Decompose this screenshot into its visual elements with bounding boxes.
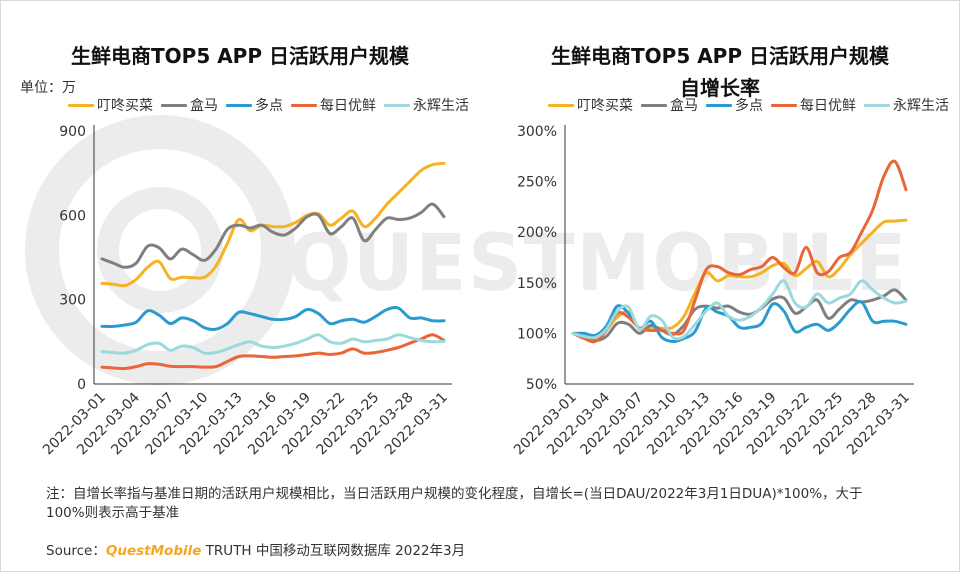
right-series-line-meiri [571,159,908,344]
left-series-line-hema [100,202,446,269]
legend-label: 盒马 [670,98,698,114]
left-chart-legend: 叮咚买菜 盒马 多点 每日优鲜 永辉生活 [68,95,477,115]
right-y-tick-label: 50% [526,377,557,393]
legend-label: 永辉生活 [413,98,469,114]
left-y-tick-label: 300 [59,293,86,309]
footnote: 注：自增长率指与基准日期的活跃用户规模相比，当日活跃用户规模的变化程度，自增长=… [46,486,863,521]
left-series-line-meiri [100,333,446,371]
legend-swatch [864,103,890,107]
right-y-tick-label: 200% [517,225,557,241]
left-chart-unit: 单位：万 [20,80,76,96]
source-suffix: TRUTH 中国移动互联网数据库 2022年3月 [201,543,466,559]
right-series-line-yonghui [571,279,908,341]
legend-swatch [291,103,317,107]
right-y-tick-label: 150% [517,276,557,292]
legend-label: 叮咚买菜 [577,98,633,114]
legend-label: 多点 [255,98,283,114]
legend-swatch [161,103,187,107]
left-y-tick-label: 600 [59,208,86,224]
legend-item-hema: 盒马 [641,95,698,115]
legend-swatch [771,103,797,107]
legend-label: 叮咚买菜 [97,98,153,114]
legend-item-dingdong: 叮咚买菜 [548,95,633,115]
left-y-tick-label: 900 [59,124,86,140]
right-y-tick-label: 300% [517,124,557,140]
left-y-tick-label: 0 [77,377,86,393]
right-y-tick-label: 100% [517,326,557,342]
legend-label: 永辉生活 [893,98,949,114]
left-series-line-duodian [100,306,446,331]
legend-item-dingdong: 叮咚买菜 [68,95,153,115]
source-line: Source：QuestMobile TRUTH 中国移动互联网数据库 2022… [46,539,465,559]
legend-swatch [384,103,410,107]
legend-swatch [641,103,667,107]
legend-item-meiri: 每日优鲜 [291,95,376,115]
right-chart-title-line2: 自增长率 [680,76,760,100]
legend-label: 每日优鲜 [800,98,856,114]
right-chart-title-line1: 生鲜电商TOP5 APP 日活跃用户规模 [551,44,889,68]
legend-swatch [226,103,252,107]
legend-swatch [706,103,732,107]
left-series-line-yonghui [100,333,446,355]
right-series-line-hema [571,288,908,342]
left-chart-title: 生鲜电商TOP5 APP 日活跃用户规模 [71,44,409,68]
legend-label: 多点 [735,98,763,114]
legend-item-duodian: 多点 [226,95,283,115]
right-chart-legend: 叮咚买菜 盒马 多点 每日优鲜 永辉生活 [548,95,957,115]
legend-item-yonghui: 永辉生活 [384,95,469,115]
legend-label: 每日优鲜 [320,98,376,114]
legend-item-yonghui: 永辉生活 [864,95,949,115]
legend-item-duodian: 多点 [706,95,763,115]
legend-swatch [548,103,574,107]
legend-label: 盒马 [190,98,218,114]
right-y-tick-label: 250% [517,175,557,191]
legend-item-hema: 盒马 [161,95,218,115]
source-brand: QuestMobile [105,543,202,559]
legend-swatch [68,103,94,107]
left-series-line-dingdong [100,161,446,288]
legend-item-meiri: 每日优鲜 [771,95,856,115]
source-prefix: Source： [46,543,106,559]
right-series-line-duodian [571,300,908,344]
